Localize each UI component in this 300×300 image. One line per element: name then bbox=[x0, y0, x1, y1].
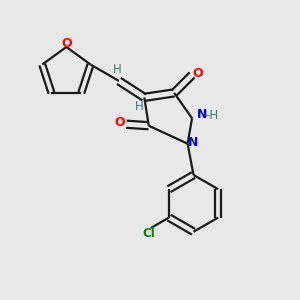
Text: O: O bbox=[115, 116, 125, 129]
Text: N: N bbox=[188, 136, 198, 149]
Text: -H: -H bbox=[205, 110, 218, 122]
Text: Cl: Cl bbox=[142, 227, 155, 240]
Text: O: O bbox=[192, 67, 203, 80]
Text: O: O bbox=[61, 37, 72, 50]
Text: H: H bbox=[113, 63, 122, 76]
Text: H: H bbox=[134, 100, 143, 113]
Text: N: N bbox=[196, 108, 207, 121]
